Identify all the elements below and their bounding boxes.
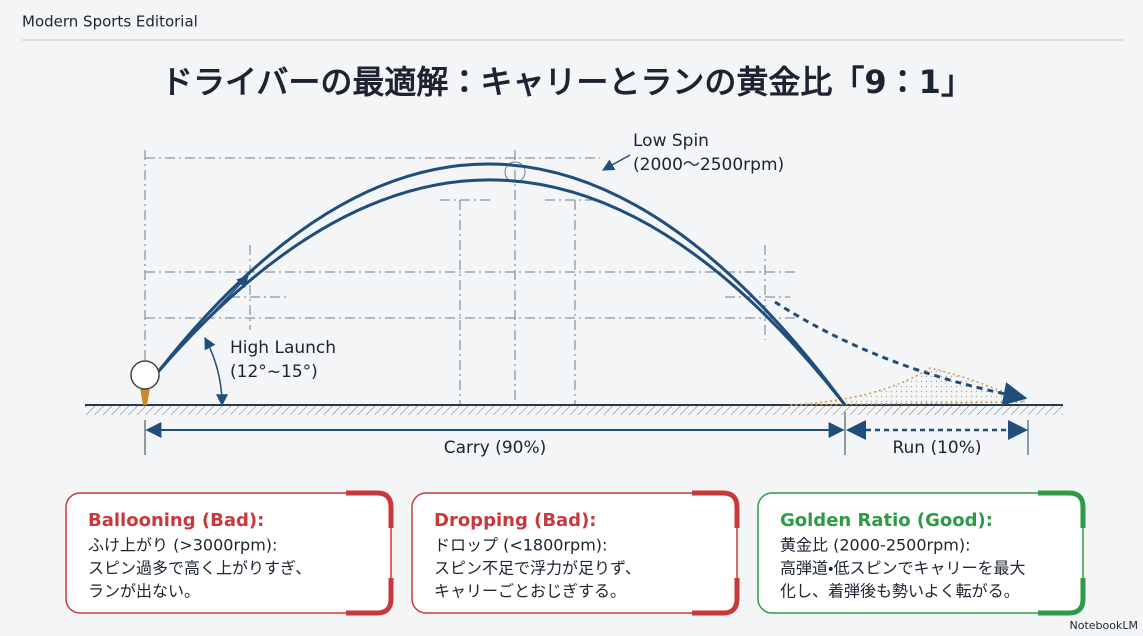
launch-angle: [204, 336, 228, 407]
run-area: [789, 367, 1026, 406]
run-label: Run (10%): [892, 438, 981, 458]
high-launch-value: (12°~15°): [230, 362, 318, 382]
card-line: ドロップ (<1800rpm):: [434, 536, 607, 555]
card-line: ランが出ない。: [88, 582, 200, 601]
trajectory-inner: [156, 178, 847, 406]
card: [65, 492, 392, 614]
card-line: 黄金比 (2000-2500rpm):: [780, 536, 971, 555]
card-bracket: [692, 490, 740, 616]
run-path: [774, 300, 1028, 406]
footer: NotebookLM: [1070, 619, 1138, 632]
card-bracket: [1038, 490, 1086, 616]
card-line: 高弾道・低スピンでキャリーを最大: [780, 559, 1025, 578]
card-line: ふけ上がり (>3000rpm):: [88, 536, 277, 555]
card-line: スピン過多で高く上がりすぎ、: [88, 559, 311, 578]
card-line: 化し、着弾後も勢いよく転がる。: [780, 582, 1020, 601]
trajectory-outer: [156, 162, 847, 406]
card-line: スピン不足で浮力が足りず、: [434, 559, 641, 578]
spin-pointer: [601, 154, 631, 171]
title: ドライバーの最適解：キャリーとランの黄金比「9：1」: [161, 63, 973, 101]
launch-arrow: [159, 275, 249, 369]
brand: Modern Sports Editorial: [22, 13, 198, 31]
high-launch-label: High Launch: [230, 338, 336, 358]
low-spin-value: (2000〜2500rpm): [633, 155, 784, 175]
carry-label: Carry (90%): [444, 438, 546, 458]
label-bg: [430, 436, 560, 460]
card-heading: Dropping (Bad):: [434, 510, 597, 531]
card-line: キャリーごとおじぎする。: [434, 582, 626, 601]
card-heading: Ballooning (Bad):: [88, 510, 264, 531]
card: [411, 492, 738, 614]
card-bracket: [346, 490, 394, 616]
cards: Ballooning (Bad): ふけ上がり (>3000rpm): スピン過多で…: [65, 490, 1086, 616]
ground-hatch: [85, 405, 1063, 415]
card: [757, 492, 1084, 614]
low-spin-label: Low Spin: [633, 131, 709, 151]
card-heading: Golden Ratio (Good):: [780, 510, 993, 531]
ball: [130, 360, 160, 405]
